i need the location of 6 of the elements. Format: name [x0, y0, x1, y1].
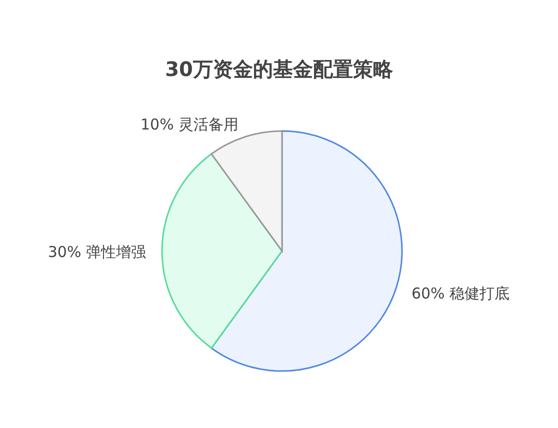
chart-title: 30万资金的基金配置策略	[165, 57, 394, 81]
slice-label: 60% 稳健打底	[411, 284, 510, 302]
slice-label: 30% 弹性增强	[48, 243, 146, 261]
slice-label: 10% 灵活备用	[140, 116, 239, 134]
pie-slice	[210, 130, 403, 372]
pie-slice	[161, 153, 283, 349]
